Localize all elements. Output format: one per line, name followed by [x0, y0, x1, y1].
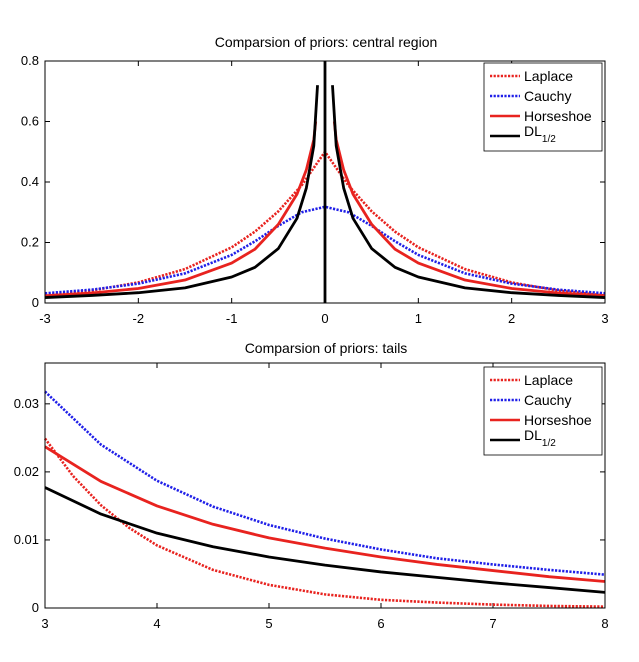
plot-frame-tails	[44, 362, 606, 609]
x-tick-label: 4	[153, 616, 160, 631]
y-tick-label: 0.8	[21, 53, 39, 68]
x-tick-label: 6	[377, 616, 384, 631]
series-line-laplace	[43, 437, 606, 608]
x-tick-label: 3	[41, 616, 48, 631]
legend-label: Horseshoe	[524, 108, 592, 124]
legend-label: Cauchy	[524, 88, 571, 104]
x-tick-label: 3	[601, 311, 608, 326]
y-tick-label: 0.02	[14, 464, 39, 479]
chart-title-central: Comparsion of priors: central region	[215, 34, 438, 50]
legend-label: Laplace	[524, 68, 573, 84]
series-line-horseshoe	[44, 121, 318, 298]
series-line-horseshoe	[332, 121, 606, 298]
legend-label: Cauchy	[524, 392, 571, 408]
x-tick-label: -3	[39, 311, 51, 326]
series-line-dl-1-2-	[44, 486, 606, 594]
legend-label: Laplace	[524, 372, 573, 388]
legend-label: Horseshoe	[524, 412, 592, 428]
y-tick-label: 0.4	[21, 174, 39, 189]
legend-label: DL1/2	[524, 123, 556, 145]
series-line-horseshoe	[44, 445, 606, 583]
plot-frame-central	[44, 60, 606, 304]
y-tick-label: 0	[32, 600, 39, 615]
y-tick-label: 0	[32, 295, 39, 310]
y-tick-label: 0.6	[21, 114, 39, 129]
series-line-dl-1-2-	[331, 85, 606, 299]
y-tick-label: 0.2	[21, 235, 39, 250]
x-tick-label: -2	[133, 311, 145, 326]
series-line-cauchy	[44, 205, 606, 295]
x-tick-label: 7	[489, 616, 496, 631]
x-tick-label: 8	[601, 616, 608, 631]
chart-central-region: Comparsion of priors: central region -3 -…	[21, 34, 609, 326]
series-line-cauchy	[44, 390, 606, 576]
series-line-dl-1-2-	[44, 85, 319, 299]
legend-label: DL1/2	[524, 427, 556, 449]
x-tick-label: 2	[508, 311, 515, 326]
y-tick-label: 0.03	[14, 396, 39, 411]
y-tick-label: 0.01	[14, 532, 39, 547]
x-tick-label: -1	[226, 311, 238, 326]
x-tick-label: 5	[265, 616, 272, 631]
chart-title-tails: Comparsion of priors: tails	[245, 340, 408, 356]
chart-tails: Comparsion of priors: tails 3 4 5 6 7 8 0 0.01 0…	[14, 340, 609, 631]
x-tick-label: 0	[321, 311, 328, 326]
x-tick-label: 1	[415, 311, 422, 326]
